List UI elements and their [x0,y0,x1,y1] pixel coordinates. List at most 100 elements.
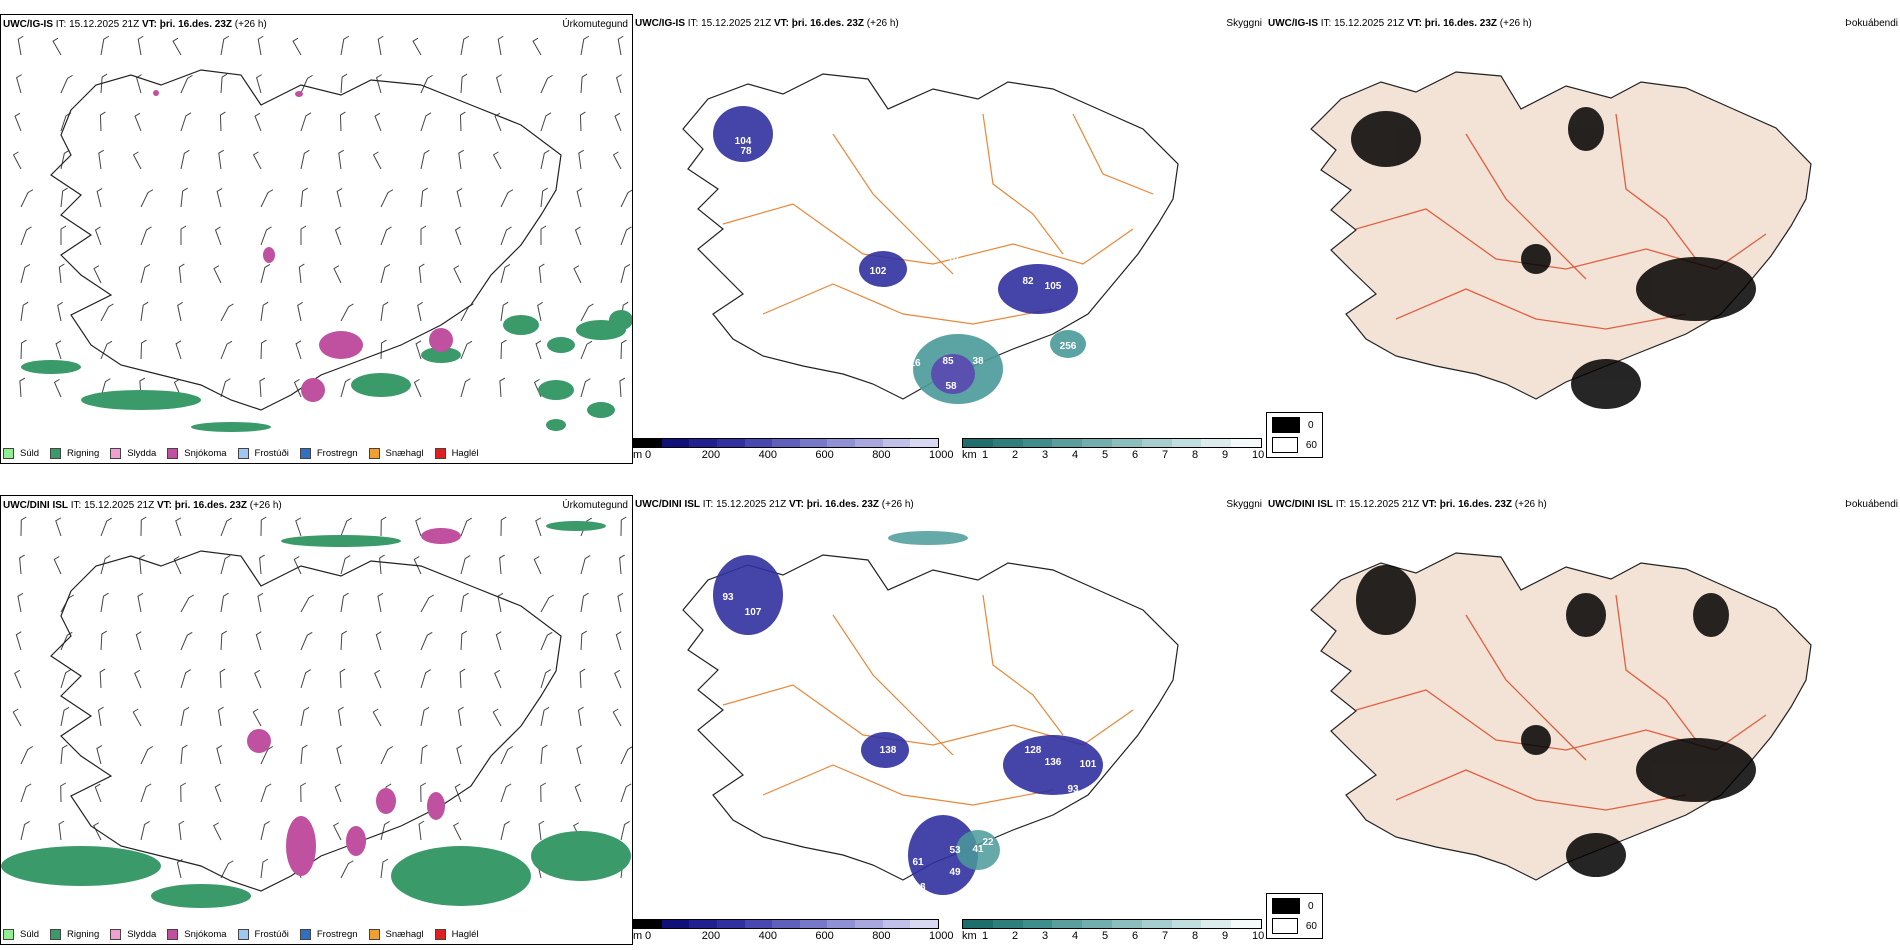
wind-barb [580,592,589,613]
low-cloud-value: 49 [949,867,961,878]
wind-barb [136,74,142,94]
wind-barb [256,74,262,94]
wind-barb [495,631,502,651]
colorbar-segment [1141,439,1172,447]
legend-swatch [434,448,446,459]
wind-barb [99,111,106,132]
legend-item: Súld [3,929,39,940]
colorbar-segment [855,920,883,928]
wind-barb [340,303,354,322]
wind-barb [420,225,427,245]
wind-barb [180,744,188,765]
wind-barb [173,378,182,398]
wind-barb [540,631,553,651]
colorbar-segment [689,920,717,928]
legend-swatch [3,448,14,459]
wind-barb [100,303,114,322]
legend-swatch [237,929,249,940]
legend-item: Haglél [434,929,479,940]
colorbar-segment [689,439,717,447]
wind-barb [499,554,505,575]
wind-barb [415,517,422,537]
wind-barb [420,74,433,94]
wind-barb [220,555,231,575]
colorbar-tick: 3 [1042,449,1049,461]
fog-swatch [1272,417,1300,433]
legend-swatch [50,448,62,459]
colorbar-tick: 8 [1192,449,1199,461]
wind-barb [177,301,183,322]
wind-barb [218,149,225,170]
wind-barb [574,783,582,803]
precip-legend-2: Súld Rigning Slydda Snjókoma Frostúði Frostre… [3,929,490,940]
legend-label: Slydda [127,448,157,459]
colorbar-tick: 800 [872,449,891,461]
wind-barb [580,35,590,56]
wind-barb [260,339,267,360]
legend-item: Snæhagl [368,448,424,459]
wind-barb [58,820,65,841]
colorbar-segment [661,920,690,928]
wind-barb [220,73,228,94]
colorbar-segment [744,920,773,928]
legend-label: Snjókoma [184,929,227,940]
wind-barb [499,377,506,398]
wind-barb [454,783,462,803]
colorbar-segment [910,920,939,928]
wind-barb [380,858,389,879]
wind-barb [497,35,504,56]
wind-barb [615,631,622,651]
wind-barb [377,35,384,56]
legend-label: Frostúði [254,929,289,940]
colorbar-unit: km [962,930,977,942]
wind-barb [376,74,382,94]
legend-label: Snæhagl [385,929,424,940]
wind-barb [540,187,548,208]
wind-barb [412,37,422,56]
wind-barb [180,112,192,132]
wind-barb [100,73,108,94]
wind-barb [20,783,32,803]
wind-barb [580,73,588,94]
low-cloud-value: 128 [1025,745,1042,756]
wind-barb [620,226,632,246]
wind-barb [614,669,622,689]
wind-barb [375,631,382,651]
wind-barb [580,630,588,651]
wind-barb [213,822,222,841]
colorbar-segment [882,920,911,928]
wind-barb [372,708,382,727]
wind-barb [500,226,512,246]
fog-panel-2: UWC/DINI ISL IT: 15.12.2025 21Z VT: þri.… [1266,495,1900,945]
wind-barb [612,708,622,727]
colorbar-segment [827,920,856,928]
wind-barb [418,820,425,841]
wind-barb [580,517,592,537]
wind-barb [175,340,182,360]
wind-barb [494,669,502,689]
wind-barb [337,706,344,727]
wind-barb [137,592,144,613]
wind-barb [175,517,182,537]
colorbar-tick: 2 [1012,449,1019,461]
wind-barb [94,226,102,246]
wind-barb [620,189,632,208]
wind-barb [139,554,145,575]
legend-item: Snæhagl [368,929,424,940]
wind-barb [180,782,186,803]
wind-barb [339,111,346,132]
colorbar-tick: 7 [1162,930,1169,942]
wind-barb [52,37,62,56]
wind-barb [15,631,22,651]
colorbar-segment [1171,920,1202,928]
fog-label: 0 [1308,419,1314,431]
colorbar-segment [882,439,911,447]
wind-barb [380,339,387,360]
wind-barb [614,112,622,132]
wind-barb [100,340,113,360]
wind-barb [576,745,583,765]
legend-label: Slydda [127,929,157,940]
legend-swatch [368,448,380,459]
colorbar-segment [1052,439,1083,447]
